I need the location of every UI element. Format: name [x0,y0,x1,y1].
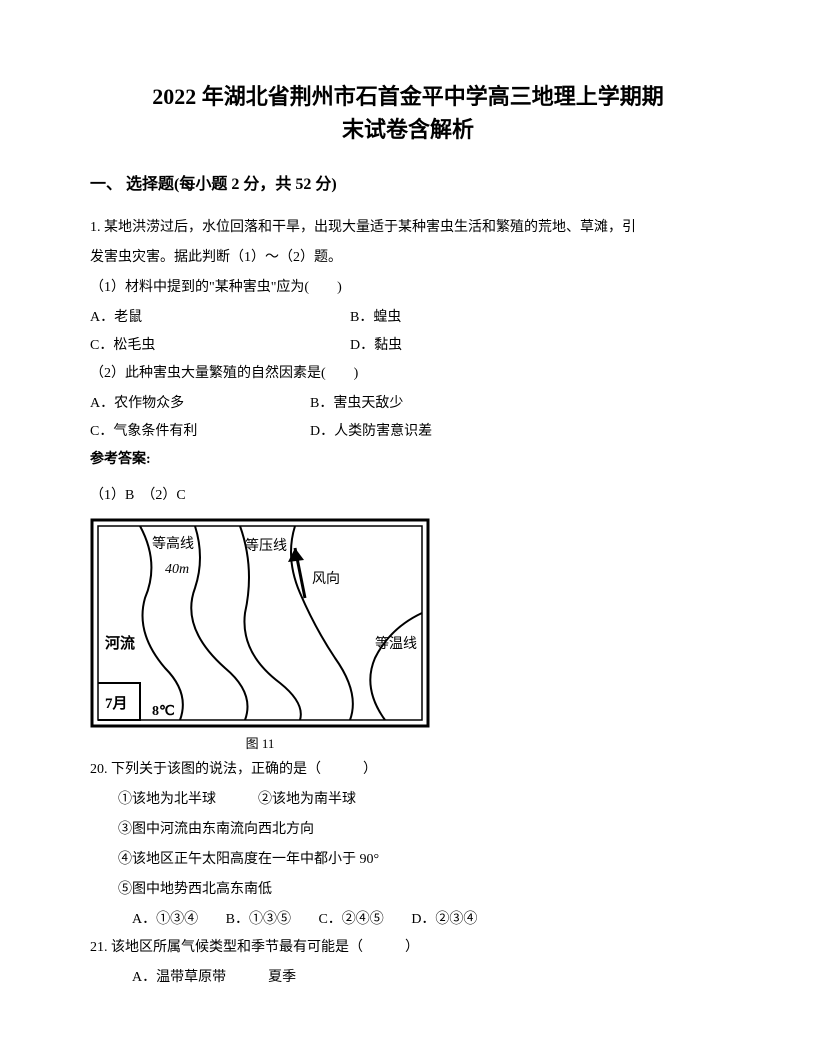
q20-stmt2: ③图中河流由东南流向西北方向 [90,816,726,844]
q20-opt-a: A．①③④ [132,906,198,934]
q21: 21. 该地区所属气候类型和季节最有可能是（ ） [90,934,726,962]
q21-opt-a: A．温带草原带 夏季 [90,964,726,992]
elevation-label: 40m [165,562,189,577]
map-diagram: 等高线 40m 等压线 风向 河流 等温线 7月 8℃ [90,518,430,728]
contour-label: 等高线 [152,535,194,552]
q20-opt-b: B．①③⑤ [226,906,291,934]
page-title: 2022 年湖北省荆州市石首金平中学高三地理上学期期 末试卷含解析 [90,80,726,146]
q20-opt-c: C．②④⑤ [318,906,383,934]
q1-sub1-row2: C．松毛虫 D．黏虫 [90,332,726,360]
option-d: D．黏虫 [350,332,726,360]
option-d: D．人类防害意识差 [310,418,726,446]
option-c: C．气象条件有利 [90,418,310,446]
river-label: 河流 [105,634,135,652]
q20-stmt1: ①该地为北半球 ②该地为南半球 [90,786,726,814]
title-line-2: 末试卷含解析 [90,113,726,146]
wind-label: 风向 [312,571,340,587]
option-a: A．老鼠 [90,304,350,332]
answer-label: 参考答案: [90,446,726,474]
option-b: B．蝗虫 [350,304,726,332]
q20: 20. 下列关于该图的说法，正确的是（ ） [90,756,726,784]
q1-intro-line2: 发害虫灾害。据此判断（1）～（2）题。 [90,244,726,272]
q1-intro-line1: 1. 某地洪涝过后，水位回落和干旱，出现大量适于某种害虫生活和繁殖的荒地、草滩，… [90,214,726,242]
isobar-label: 等压线 [245,537,287,554]
q1-sub2-row1: A．农作物众多 B．害虫天敌少 [90,390,726,418]
q20-stmt3: ④该地区正午太阳高度在一年中都小于 90° [90,846,726,874]
section-header: 一、 选择题(每小题 2 分，共 52 分) [90,170,726,194]
q1-sub1-row1: A．老鼠 B．蝗虫 [90,304,726,332]
title-line-1: 2022 年湖北省荆州市石首金平中学高三地理上学期期 [90,80,726,113]
option-b: B．害虫天敌少 [310,390,726,418]
q20-stmt4: ⑤图中地势西北高东南低 [90,876,726,904]
option-c: C．松毛虫 [90,332,350,360]
diagram-figure: 等高线 40m 等压线 风向 河流 等温线 7月 8℃ 图 11 [90,518,726,752]
isotherm-label: 等温线 [375,635,417,652]
month-label: 7月 [105,695,128,712]
option-a: A．农作物众多 [90,390,310,418]
answer-text: （1）B （2）C [90,482,726,510]
q1-sub1: （1）材料中提到的"某种害虫"应为( ) [90,274,726,302]
diagram-caption: 图 11 [90,733,430,752]
q1-sub2-row2: C．气象条件有利 D．人类防害意识差 [90,418,726,446]
q20-options: A．①③④ B．①③⑤ C．②④⑤ D．②③④ [90,906,726,934]
temp-label: 8℃ [152,704,175,719]
q20-opt-d: D．②③④ [411,906,477,934]
q1-sub2: （2）此种害虫大量繁殖的自然因素是( ) [90,360,726,388]
